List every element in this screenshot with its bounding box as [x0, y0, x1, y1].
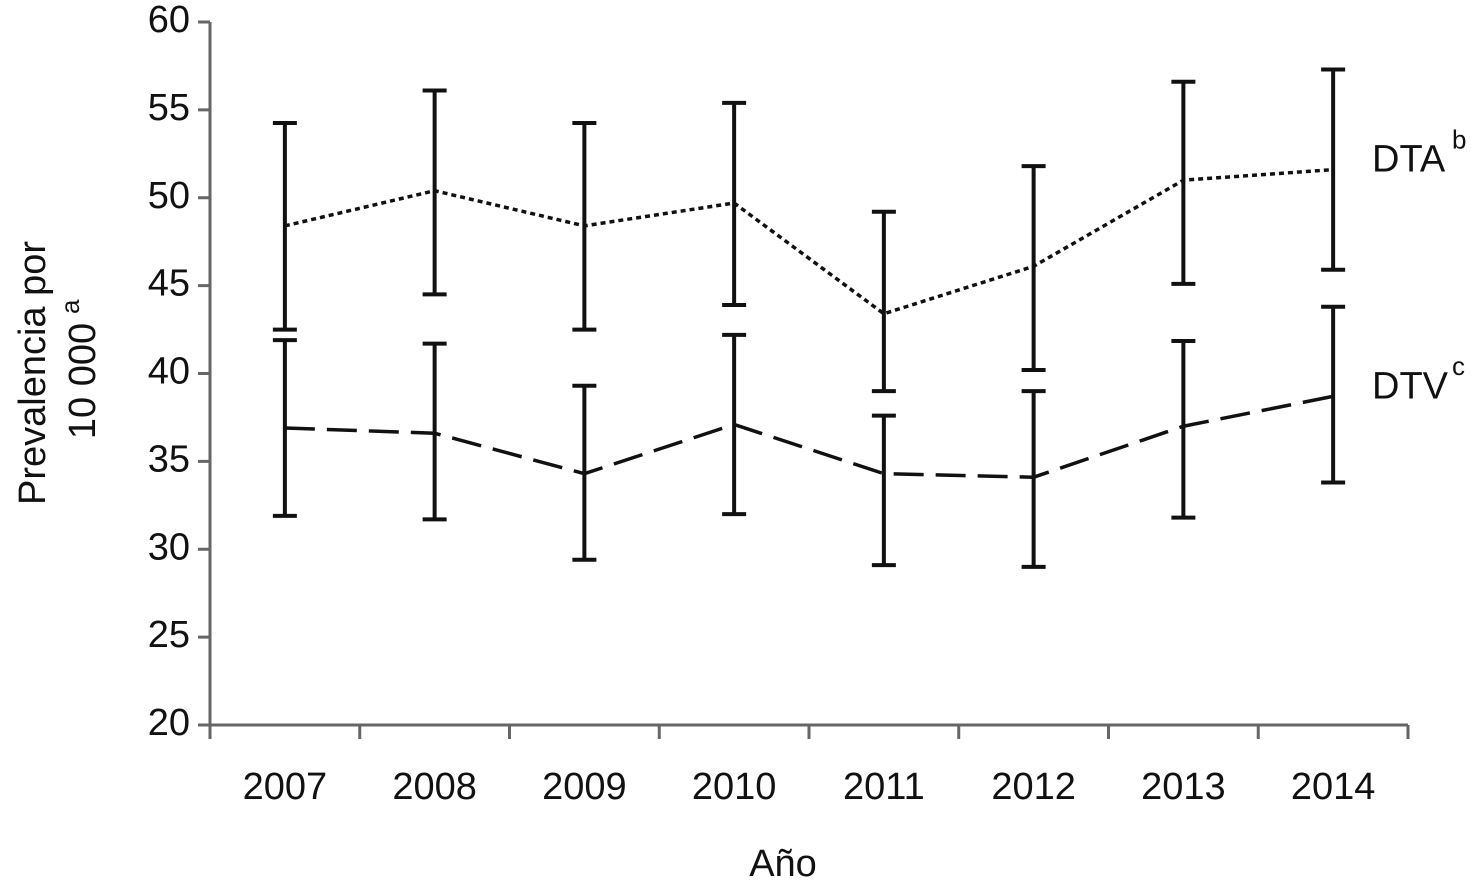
y-tick-label: 25 — [148, 614, 190, 656]
x-tick-label: 2008 — [392, 766, 477, 808]
series-label-sup: c — [1452, 351, 1465, 381]
y-tick-label: 35 — [148, 438, 190, 480]
x-axis-label: Año — [749, 843, 817, 885]
error-bar — [422, 341, 447, 522]
x-tick-label: 2010 — [692, 766, 777, 808]
x-tick-label: 2012 — [991, 766, 1076, 808]
error-bar — [1021, 164, 1046, 372]
y-tick-label: 50 — [148, 175, 190, 217]
y-tick-label: 45 — [148, 263, 190, 305]
y-tick-label: 30 — [148, 526, 190, 568]
x-tick-label: 2014 — [1291, 766, 1376, 808]
y-tick-label: 20 — [148, 702, 190, 744]
series-line — [284, 394, 1334, 479]
error-bar — [871, 209, 896, 394]
error-bar — [722, 100, 747, 307]
x-tick-label: 2013 — [1141, 766, 1226, 808]
error-bar — [1321, 304, 1346, 485]
x-tick-label: 2009 — [542, 766, 627, 808]
error-bar — [1321, 67, 1346, 272]
error-bar — [871, 413, 896, 568]
error-bar — [272, 338, 297, 518]
error-bar — [572, 383, 597, 562]
error-bar — [422, 88, 447, 297]
y-tick-label: 55 — [148, 87, 190, 129]
y-axis-label-line: 10 000 — [62, 323, 104, 439]
y-axis-label: Prevalencia por 10 000 a — [12, 241, 104, 505]
error-bar — [722, 332, 747, 517]
x-tick-label: 2007 — [243, 766, 328, 808]
series-label: DTV — [1372, 365, 1449, 407]
error-bar — [272, 121, 297, 332]
y-axis-label-sup: a — [55, 299, 85, 314]
x-tick-label: 2011 — [843, 766, 925, 808]
y-tick-label: 40 — [148, 351, 190, 393]
series-label: DTA — [1372, 139, 1446, 181]
y-tick-label: 60 — [148, 0, 190, 41]
error-bar — [572, 121, 597, 332]
error-bar — [1021, 389, 1046, 569]
series-label-sup: b — [1452, 125, 1466, 155]
series-line — [284, 167, 1334, 316]
error-bar — [1171, 338, 1196, 520]
y-axis-label-line: Prevalencia por — [12, 241, 54, 505]
error-bar — [1171, 79, 1196, 286]
